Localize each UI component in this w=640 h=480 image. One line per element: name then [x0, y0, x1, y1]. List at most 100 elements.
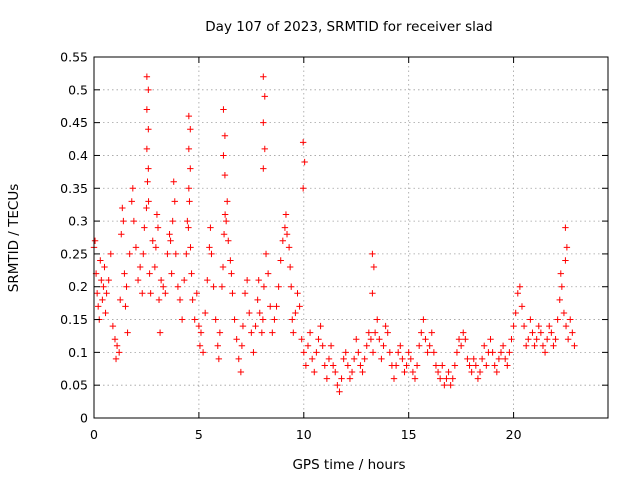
- data-point: [455, 336, 463, 343]
- data-point: [562, 257, 569, 264]
- data-point: [264, 270, 272, 277]
- data-point: [255, 276, 262, 284]
- data-point: [563, 244, 571, 251]
- data-point: [239, 322, 247, 330]
- data-point: [258, 329, 266, 336]
- data-point: [306, 329, 314, 336]
- data-point: [514, 290, 521, 297]
- x-tick-label: 0: [90, 427, 98, 442]
- data-point: [415, 342, 423, 349]
- y-tick-label: 0.25: [60, 246, 88, 261]
- data-point: [451, 362, 459, 369]
- data-point: [562, 322, 570, 330]
- data-point: [271, 316, 278, 323]
- data-point: [342, 349, 349, 356]
- data-point: [196, 342, 204, 349]
- data-point: [235, 355, 242, 363]
- data-point: [361, 355, 368, 363]
- data-point: [91, 237, 99, 244]
- data-point: [210, 283, 217, 290]
- data-point: [147, 290, 154, 297]
- data-point: [168, 270, 175, 277]
- data-point: [332, 368, 339, 376]
- data-point: [441, 381, 448, 389]
- y-tick-label: 0.45: [60, 115, 88, 130]
- data-point: [144, 178, 151, 185]
- data-point: [430, 349, 438, 356]
- data-point: [269, 329, 276, 336]
- data-point: [262, 250, 270, 258]
- data-point: [453, 349, 461, 356]
- data-point: [171, 198, 178, 205]
- data-point: [457, 342, 465, 349]
- data-point: [535, 322, 542, 330]
- data-point: [143, 145, 151, 153]
- data-point: [510, 322, 517, 330]
- data-point: [367, 336, 375, 343]
- data-point: [384, 329, 391, 336]
- data-point: [348, 368, 356, 376]
- data-point: [129, 185, 137, 192]
- data-point: [493, 368, 501, 376]
- data-point: [243, 276, 251, 284]
- data-point: [102, 309, 109, 317]
- data-point: [233, 336, 240, 343]
- data-point: [520, 322, 528, 330]
- data-point: [359, 368, 366, 376]
- data-point: [134, 276, 142, 284]
- data-point: [418, 329, 425, 336]
- data-point: [220, 152, 227, 159]
- data-point: [411, 375, 419, 382]
- data-point: [370, 263, 378, 271]
- data-point: [187, 244, 194, 251]
- data-point: [508, 336, 515, 343]
- data-point: [224, 198, 231, 205]
- data-point: [275, 283, 282, 290]
- x-tick-label: 10: [296, 427, 312, 442]
- data-point: [512, 309, 519, 317]
- data-point: [533, 336, 540, 343]
- data-point: [434, 368, 442, 376]
- data-point: [317, 322, 324, 330]
- data-point: [124, 329, 131, 336]
- data-point: [237, 368, 245, 376]
- data-point: [569, 329, 576, 336]
- grid-lines: [94, 57, 608, 418]
- data-point: [449, 375, 456, 382]
- data-point: [420, 316, 427, 323]
- data-point: [550, 342, 557, 349]
- y-tick-label: 0.4: [68, 148, 88, 163]
- data-point: [529, 329, 536, 336]
- data-point: [405, 349, 412, 356]
- x-tick-label: 5: [195, 427, 203, 442]
- data-point: [241, 290, 249, 297]
- data-point: [157, 276, 165, 284]
- data-point: [100, 283, 107, 290]
- data-point: [279, 237, 287, 244]
- data-point: [143, 106, 151, 113]
- data-point: [229, 290, 236, 297]
- data-point: [481, 342, 488, 349]
- data-point: [238, 342, 246, 349]
- data-point: [208, 250, 215, 258]
- data-point: [256, 309, 263, 317]
- data-point: [145, 126, 152, 133]
- y-tick-label: 0.1: [68, 345, 88, 360]
- data-point: [103, 290, 110, 297]
- data-point: [143, 204, 150, 212]
- data-point: [315, 336, 322, 343]
- data-point: [220, 231, 228, 238]
- data-point: [259, 316, 267, 323]
- data-point: [174, 283, 182, 290]
- data-point: [187, 165, 194, 172]
- data-point: [401, 368, 408, 376]
- data-point: [470, 355, 477, 363]
- data-point: [181, 276, 188, 284]
- data-point: [218, 283, 226, 290]
- data-point: [323, 375, 331, 382]
- data-point: [156, 329, 164, 336]
- data-point: [119, 204, 126, 212]
- chart-title: Day 107 of 2023, SRMTID for receiver sla…: [205, 19, 492, 35]
- data-point: [132, 244, 140, 251]
- data-point: [468, 368, 475, 376]
